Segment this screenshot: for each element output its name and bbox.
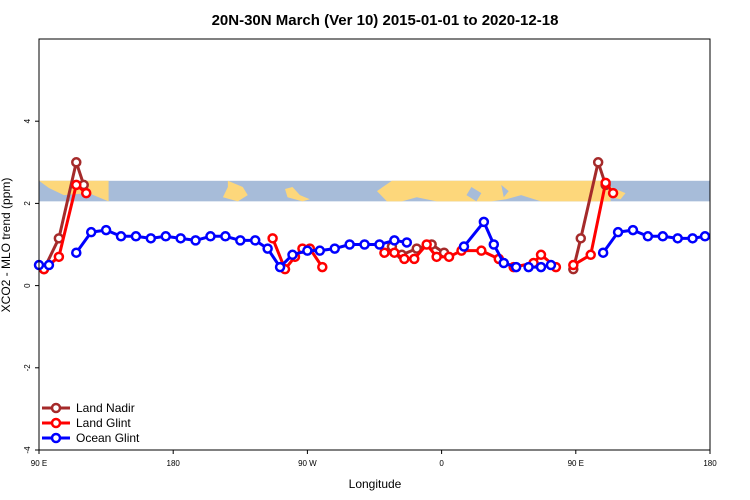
data-point <box>478 216 490 228</box>
data-point <box>100 224 112 236</box>
data-point <box>43 259 55 271</box>
band-inlet-1 <box>501 184 509 198</box>
y-tick-label: 2 <box>23 201 32 206</box>
data-point <box>421 239 432 250</box>
legend-marker <box>50 432 62 444</box>
legend-marker <box>50 402 62 414</box>
data-point <box>409 253 420 265</box>
data-point <box>317 261 328 273</box>
legend-label: Ocean Glint <box>76 431 140 445</box>
data-point <box>535 249 547 261</box>
series-line <box>572 181 615 267</box>
data-point <box>267 233 278 244</box>
data-point <box>329 243 340 254</box>
data-point <box>523 261 534 273</box>
data-point <box>249 235 261 246</box>
data-point <box>597 247 609 258</box>
band-inlet-0 <box>466 186 482 202</box>
data-point <box>612 226 624 238</box>
data-point <box>175 233 186 244</box>
data-point <box>85 226 97 238</box>
data-point <box>274 261 286 273</box>
data-point <box>592 157 604 168</box>
data-point <box>53 251 65 263</box>
data-point <box>71 247 82 258</box>
data-point <box>488 239 500 250</box>
data-point <box>431 251 442 263</box>
data-point <box>585 249 596 261</box>
data-point <box>389 235 400 246</box>
data-point <box>71 179 82 191</box>
x-tick-label: 90 E <box>31 459 47 468</box>
x-tick-label: 180 <box>167 459 181 468</box>
data-point <box>672 233 683 244</box>
y-tick-label: -2 <box>23 364 32 372</box>
data-point <box>302 245 313 256</box>
y-tick-label: 0 <box>23 283 32 288</box>
band-land-1 <box>222 180 248 202</box>
data-point <box>458 241 470 252</box>
data-point <box>287 249 298 261</box>
data-point <box>190 235 201 246</box>
legend-marker <box>50 417 62 429</box>
data-point <box>443 251 455 263</box>
data-point <box>575 233 587 244</box>
data-point <box>80 187 92 199</box>
x-tick-label: 90 W <box>298 459 317 468</box>
data-point <box>498 257 509 269</box>
data-point <box>374 239 385 250</box>
x-tick-label: 90 E <box>568 459 584 468</box>
data-point <box>657 231 669 242</box>
y-axis-label: XCO2 - MLO trend (ppm) <box>0 178 13 313</box>
data-point <box>510 261 522 273</box>
series-layer <box>33 157 711 275</box>
data-point <box>115 231 127 242</box>
x-tick-label: 180 <box>703 459 717 468</box>
series-0 <box>38 157 611 275</box>
data-point <box>642 231 654 242</box>
x-axis-label: Longitude <box>349 477 402 491</box>
data-point <box>568 259 579 271</box>
data-point <box>535 261 547 273</box>
data-point <box>235 235 246 246</box>
data-point <box>627 224 639 236</box>
legend-label: Land Nadir <box>76 401 135 415</box>
data-point <box>476 245 487 256</box>
series-line <box>42 160 86 270</box>
data-point <box>145 233 157 244</box>
land-ocean-band <box>39 180 710 202</box>
data-point <box>130 231 142 242</box>
band-land-2 <box>285 186 310 202</box>
x-tick-label: 0 <box>439 459 444 468</box>
data-point <box>379 247 390 258</box>
band-land-3 <box>376 180 611 202</box>
data-point <box>205 231 216 242</box>
data-point <box>687 233 698 244</box>
data-point <box>359 239 370 250</box>
data-point <box>600 177 611 189</box>
data-point <box>314 245 326 256</box>
data-point <box>71 157 82 168</box>
data-point <box>699 231 711 242</box>
data-point <box>220 231 231 242</box>
legend-label: Land Glint <box>76 416 131 430</box>
y-tick-label: -4 <box>23 446 32 454</box>
plot-frame <box>38 38 711 451</box>
data-point <box>411 243 422 254</box>
data-point <box>399 253 410 265</box>
y-tick-label: 4 <box>23 118 32 123</box>
data-point <box>344 239 355 250</box>
data-point <box>262 243 273 254</box>
chart-title: 20N-30N March (Ver 10) 2015-01-01 to 202… <box>212 12 559 29</box>
data-point <box>545 259 557 271</box>
data-point <box>607 187 619 199</box>
data-point <box>401 237 413 248</box>
axes: 90 E 180 90 W 0 90 E 180 -4 -2 0 2 4 <box>23 118 717 468</box>
data-point <box>160 231 171 242</box>
data-point <box>389 247 400 258</box>
series-2 <box>33 216 711 273</box>
series-line <box>571 160 608 270</box>
